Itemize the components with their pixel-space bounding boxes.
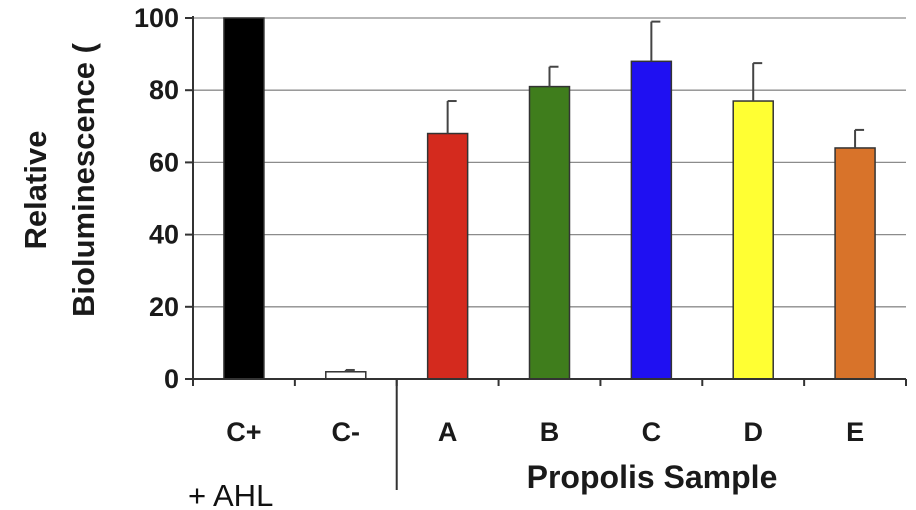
bar-D: [732, 100, 774, 380]
y-tick-labels: 0 20 40 60 80 100: [134, 3, 179, 394]
bar-C-: [325, 371, 367, 380]
y-tick-label: 60: [149, 147, 179, 177]
y-tick-label: 20: [149, 292, 179, 322]
y-tick-label: 40: [149, 220, 179, 250]
x-tick-label: C+: [226, 417, 261, 447]
x-tick-label: E: [846, 417, 864, 447]
y-tick-label: 80: [149, 75, 179, 105]
x-tick-label: A: [438, 417, 458, 447]
y-axis-label-line1: Relative: [18, 131, 53, 250]
x-tick-labels: C+ C- A B C D E: [226, 417, 864, 447]
axes: [185, 16, 907, 490]
error-bars: [344, 20, 865, 372]
x-tick-label: C: [642, 417, 662, 447]
bars: [223, 17, 876, 380]
ahl-note: + AHL: [188, 478, 273, 510]
bar-B: [528, 85, 571, 380]
bar-A: [426, 132, 469, 380]
x-tick-label: C-: [332, 417, 361, 447]
y-axis-label-line2: Bioluminescence (: [66, 42, 101, 317]
x-tick-label: D: [743, 417, 763, 447]
x-tick-label: B: [540, 417, 560, 447]
bar-C: [630, 60, 673, 380]
bar-E: [834, 147, 876, 380]
x-axis-title: Propolis Sample: [527, 459, 778, 495]
bar-C+: [223, 17, 265, 380]
y-tick-label: 0: [164, 364, 179, 394]
y-tick-label: 100: [134, 3, 179, 33]
